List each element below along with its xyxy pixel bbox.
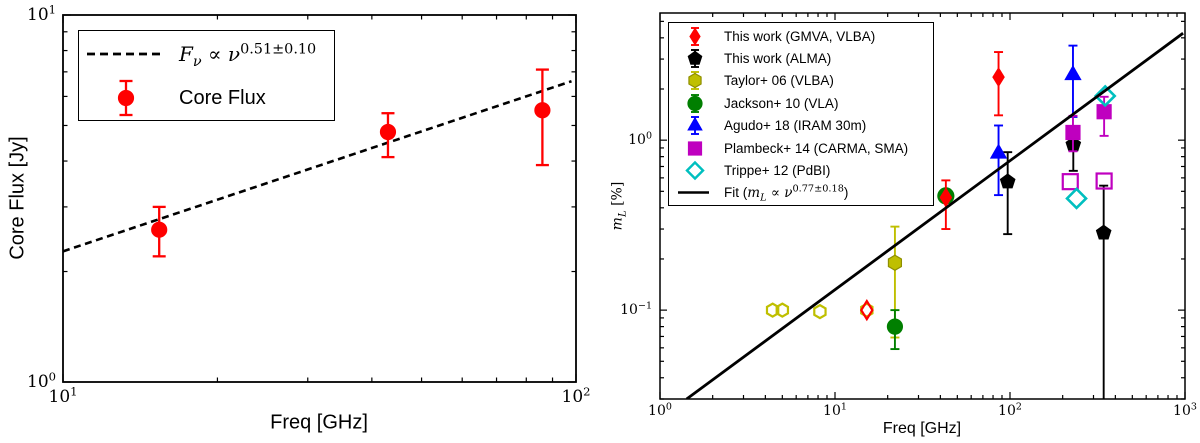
- marker-thin-diamond: [992, 66, 1005, 88]
- core-flux-spectrum-data-area: [63, 68, 572, 258]
- series-agudo-18-iram-30m-: [989, 44, 1082, 197]
- right-xaxis-title: Freq [GHz]: [882, 420, 962, 437]
- left-xaxis-title: Freq [GHz]: [270, 411, 368, 434]
- series-this-work-gmva-vlba-: [859, 51, 1005, 322]
- marker-circle: [151, 221, 168, 238]
- axis-ticks: [62, 14, 577, 383]
- right-yaxis-title: mL [%]: [609, 181, 629, 231]
- fit-line: [685, 32, 1184, 399]
- marker-triangle-up: [989, 143, 1008, 159]
- marker-hexagon: [887, 254, 903, 271]
- series-this-work-alma-: [999, 125, 1112, 399]
- fit-line: [63, 79, 572, 253]
- plot-frame: [659, 12, 1186, 400]
- marker-hexagon: [860, 302, 874, 318]
- series-core-flux: [151, 68, 551, 258]
- marker-thin-diamond: [859, 299, 874, 322]
- marker-pentagon: [1095, 224, 1112, 240]
- series-taylor-06-vlba-: [765, 225, 903, 339]
- series-plambeck-14-carma-sma-: [1061, 95, 1113, 191]
- marker-triangle-up: [1064, 64, 1082, 81]
- marker-diamond: [1065, 187, 1088, 210]
- marker-hexagon: [775, 302, 790, 318]
- marker-pentagon: [999, 173, 1016, 189]
- core-flux-spectrum-plot: [62, 14, 577, 383]
- marker-diamond: [1093, 84, 1117, 108]
- linear-polarization-spectrum-data-area: [685, 32, 1184, 399]
- marker-square: [1095, 172, 1113, 190]
- marker-square: [1096, 104, 1112, 120]
- marker-circle: [379, 123, 397, 141]
- marker-square: [1065, 124, 1081, 141]
- left-yaxis-title: Core Flux [Jy]: [6, 136, 29, 260]
- plot-frame: [62, 14, 577, 383]
- marker-circle: [534, 102, 551, 119]
- linear-polarization-spectrum-plot: [659, 12, 1186, 400]
- marker-hexagon: [813, 303, 827, 320]
- marker-circle: [886, 318, 904, 335]
- axis-ticks: [659, 13, 1186, 400]
- series-trippe-12-pdbi-: [1065, 84, 1117, 210]
- marker-square: [1061, 173, 1079, 191]
